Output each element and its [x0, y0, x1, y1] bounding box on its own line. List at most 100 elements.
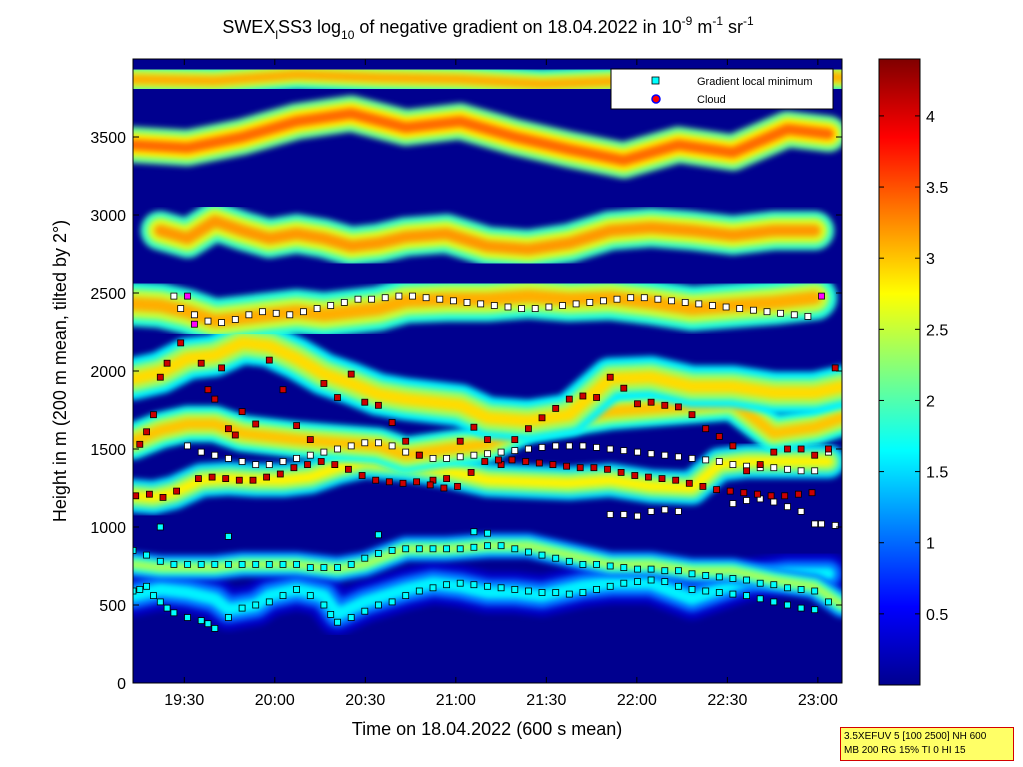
- local-minimum-point: [204, 620, 212, 628]
- cloud-point: [634, 400, 641, 408]
- cloud-point: [579, 392, 587, 400]
- local-minimum-point: [661, 578, 669, 585]
- cloud-point: [576, 464, 584, 472]
- local-minimum-point: [668, 297, 675, 305]
- local-minimum-point: [470, 451, 478, 459]
- cloud-point: [688, 411, 696, 419]
- cloud-point: [238, 408, 246, 416]
- cloud-point: [699, 482, 707, 490]
- cloud-point: [399, 479, 407, 487]
- local-minimum-point: [688, 570, 696, 578]
- cloud-point: [811, 451, 819, 459]
- local-minimum-point: [279, 458, 287, 465]
- local-minimum-point: [245, 311, 253, 319]
- local-minimum-point: [565, 442, 573, 450]
- legend-item-gradient: Gradient local minimum: [697, 76, 813, 88]
- local-minimum-point: [634, 578, 641, 585]
- local-minimum-point: [402, 592, 410, 599]
- cloud-point: [645, 473, 652, 481]
- local-minimum-point: [770, 498, 778, 506]
- local-minimum-point: [654, 295, 662, 303]
- local-minimum-point: [374, 550, 382, 557]
- local-minimum-point: [374, 531, 382, 539]
- local-minimum-point: [634, 565, 641, 573]
- local-minimum-point: [334, 564, 341, 571]
- cloud-point: [334, 394, 341, 401]
- cloud-point: [535, 459, 543, 467]
- local-minimum-point: [811, 606, 819, 614]
- local-minimum-point: [620, 511, 628, 518]
- x-tick-label: 23:00: [798, 692, 838, 709]
- x-tick-label: 21:30: [526, 692, 566, 709]
- local-minimum-point: [259, 308, 266, 316]
- cloud-point: [484, 436, 491, 444]
- cloud-point: [304, 461, 311, 469]
- cloud-point: [385, 478, 393, 486]
- local-minimum-point: [272, 309, 280, 317]
- local-minimum-point: [218, 319, 226, 327]
- cloud-point: [538, 414, 546, 422]
- local-minimum-point: [784, 465, 791, 473]
- cloud-point: [494, 456, 502, 464]
- local-minimum-point: [525, 445, 532, 453]
- local-minimum-point: [756, 595, 764, 603]
- local-minimum-point: [320, 564, 328, 571]
- cloud-point: [222, 475, 230, 483]
- cloud-point: [306, 436, 314, 444]
- cloud-point: [565, 395, 573, 403]
- local-minimum-point: [238, 458, 246, 465]
- local-minimum-point: [750, 306, 757, 314]
- cloud-point: [511, 436, 519, 444]
- local-minimum-point: [136, 586, 144, 593]
- cloud-point: [729, 442, 737, 450]
- local-minimum-point: [647, 450, 655, 458]
- cloud-point: [143, 428, 151, 436]
- local-minimum-point: [743, 497, 750, 504]
- cloud-point: [808, 489, 816, 497]
- y-tick-label: 3500: [90, 130, 126, 147]
- local-minimum-point: [470, 543, 478, 551]
- cloud-point: [818, 292, 825, 300]
- local-minimum-point: [429, 454, 437, 462]
- cloud-point: [374, 401, 382, 409]
- local-minimum-point: [224, 454, 232, 462]
- local-minimum-point: [156, 598, 164, 606]
- local-minimum-point: [593, 561, 600, 568]
- local-minimum-point: [579, 442, 587, 450]
- local-minimum-point: [715, 589, 723, 596]
- local-minimum-point: [354, 295, 362, 303]
- cloud-point: [726, 487, 734, 495]
- cloud-point: [675, 403, 682, 411]
- local-minimum-point: [606, 511, 614, 518]
- x-tick-label: 22:30: [707, 692, 747, 709]
- y-tick-label: 3000: [90, 208, 126, 225]
- local-minimum-point: [504, 303, 512, 311]
- cloud-markers: [133, 292, 839, 501]
- local-minimum-point: [211, 625, 219, 632]
- local-minimum-point: [334, 618, 341, 626]
- local-minimum-point: [177, 305, 185, 313]
- local-minimum-point: [224, 614, 232, 621]
- local-minimum-point: [306, 451, 314, 459]
- local-minimum-point: [361, 554, 369, 562]
- local-minimum-point: [456, 579, 464, 587]
- cloud-point: [290, 464, 298, 472]
- x-tick-label: 20:00: [255, 692, 295, 709]
- local-minimum-point: [634, 448, 641, 456]
- colorbar-tick-label: 2: [926, 393, 935, 410]
- local-minimum-point: [265, 561, 273, 568]
- cloud-point: [208, 473, 216, 481]
- local-minimum-point: [306, 592, 314, 599]
- local-minimum-point: [586, 298, 594, 306]
- local-minimum-point: [265, 598, 273, 606]
- local-minimum-point: [688, 454, 696, 462]
- heatmap-band-0-layer-2: [133, 567, 835, 621]
- cloud-point: [317, 458, 325, 465]
- local-minimum-point: [784, 503, 791, 511]
- local-minimum-point: [381, 294, 389, 302]
- x-axis-label: Time on 18.04.2022 (600 s mean): [352, 719, 623, 739]
- y-axis: 0 500 1000 1500 2000 2500 3000 3500: [90, 130, 842, 693]
- cloud-point: [756, 461, 764, 469]
- cloud-point: [204, 386, 212, 394]
- local-minimum-point: [640, 294, 648, 302]
